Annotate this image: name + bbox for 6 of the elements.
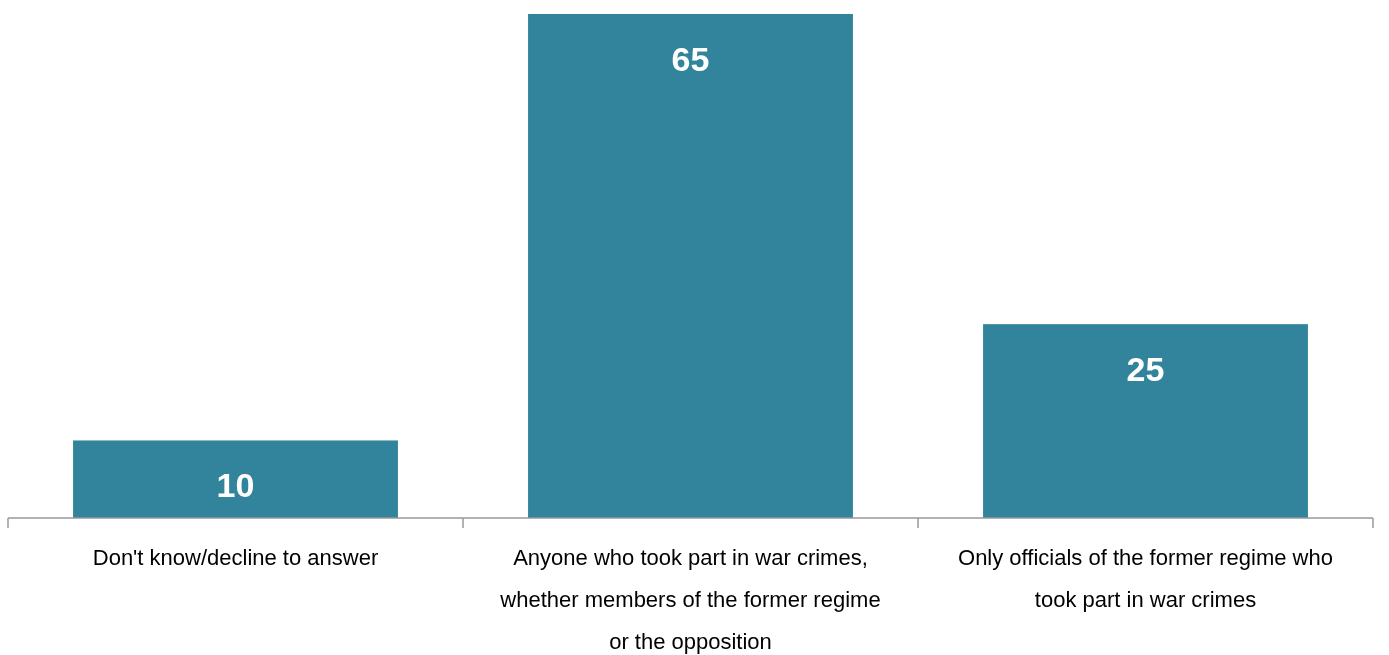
- data-label: 65: [671, 40, 710, 78]
- data-label: 10: [216, 466, 255, 505]
- x-tick-label: Only officials of the former regime who took part in war crimes: [958, 545, 1333, 612]
- x-tick-label: Anyone who took part in war crimes, whether members of the former regime or the opposition: [499, 545, 881, 654]
- x-tick-label: Don't know/decline to answer: [92, 545, 379, 570]
- data-label: 25: [1126, 350, 1165, 389]
